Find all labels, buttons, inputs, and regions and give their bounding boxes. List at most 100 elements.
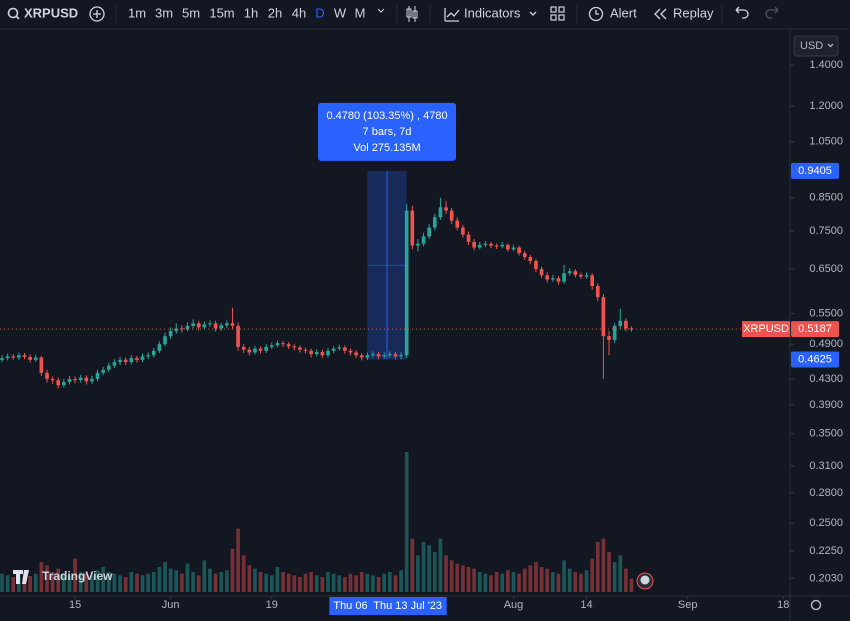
- search-icon[interactable]: [7, 7, 19, 19]
- volume-bar: [309, 572, 313, 592]
- candle-body: [590, 275, 594, 286]
- volume-bar: [11, 577, 16, 592]
- candle-body: [253, 348, 257, 353]
- volume-bar: [416, 555, 420, 592]
- candle-body: [562, 273, 566, 282]
- y-tick-label: 1.2000: [809, 100, 843, 112]
- volume-bar: [225, 570, 229, 592]
- volume-bar: [196, 575, 201, 592]
- y-tick-label: 0.3500: [809, 428, 843, 440]
- candle-body: [219, 325, 224, 329]
- symbol-label: XRPUSD: [743, 323, 789, 335]
- intervals: 1m 3m 5m 15m 1h 2h 4h D W M: [128, 5, 385, 20]
- volume-bar: [506, 570, 510, 592]
- y-tick-label: 0.7500: [809, 225, 843, 237]
- candle-body: [393, 354, 398, 357]
- volume-bar: [275, 567, 280, 592]
- volume-bar: [432, 552, 437, 592]
- candle-body: [123, 359, 128, 363]
- volume-bar: [90, 575, 94, 592]
- candle-body: [376, 354, 381, 357]
- candle-body: [213, 323, 218, 329]
- redo-button[interactable]: [765, 6, 779, 19]
- candle-body: [612, 325, 617, 340]
- volume-bar: [50, 572, 55, 592]
- volume-bar: [595, 542, 600, 592]
- replay-button[interactable]: Replay: [673, 5, 714, 20]
- candle-body: [472, 241, 476, 248]
- layout-icon[interactable]: [550, 6, 565, 21]
- interval-button[interactable]: 15m: [209, 5, 234, 20]
- candle-body: [354, 352, 358, 356]
- interval-button[interactable]: 2h: [268, 5, 282, 20]
- candle-body: [180, 328, 184, 330]
- volume-bar: [253, 568, 257, 592]
- candle-body: [567, 271, 572, 274]
- y-tick-label: 0.2250: [809, 545, 843, 557]
- volume-bar: [567, 568, 572, 592]
- volume-bar: [511, 572, 516, 592]
- interval-button[interactable]: W: [334, 5, 347, 20]
- volume-bar: [303, 573, 308, 592]
- volume-bar: [427, 545, 431, 592]
- currency-button[interactable]: [793, 35, 839, 57]
- interval-button[interactable]: 3m: [155, 5, 173, 20]
- measure-bars: 7 bars, 7d: [363, 126, 412, 138]
- volume-bar: [365, 573, 370, 592]
- interval-button[interactable]: D: [315, 5, 324, 20]
- volume-bar: [180, 573, 184, 592]
- volume-bar: [78, 572, 83, 592]
- volume-bar: [168, 568, 173, 592]
- volume-bar: [461, 565, 465, 592]
- candle-body: [39, 357, 44, 373]
- candle-body: [275, 343, 280, 346]
- candle-body: [298, 347, 302, 350]
- candle-body: [50, 378, 55, 381]
- plus-icon: [93, 10, 101, 18]
- candle-body: [174, 328, 179, 331]
- compare-button[interactable]: [89, 6, 105, 22]
- interval-button[interactable]: 4h: [292, 5, 306, 20]
- volume-bar: [112, 573, 117, 592]
- volume-bar: [326, 572, 330, 592]
- interval-button[interactable]: 1h: [244, 5, 258, 20]
- volume-bar: [612, 562, 617, 592]
- chevron[interactable]: [529, 11, 537, 16]
- candle-body: [101, 369, 106, 373]
- volume-bar: [489, 575, 493, 592]
- y-tick-label: 0.4900: [809, 338, 843, 350]
- undo-button[interactable]: [735, 6, 749, 19]
- x-tick-label: 18: [777, 599, 789, 611]
- x-tick-label: 14: [580, 599, 592, 611]
- candle-body: [421, 236, 426, 244]
- candle-body: [483, 243, 488, 245]
- candle-body: [438, 207, 443, 218]
- volume-bar: [213, 573, 218, 592]
- candle-body: [455, 220, 460, 228]
- volume-bar: [62, 573, 66, 592]
- interval-button[interactable]: M: [355, 5, 366, 20]
- candle-body: [84, 377, 89, 382]
- volume-bar: [39, 562, 44, 592]
- candle-body: [629, 328, 634, 330]
- y-tick-label: 0.3900: [809, 399, 843, 411]
- interval-button[interactable]: 1m: [128, 5, 146, 20]
- candle-body: [0, 358, 4, 360]
- interval-button[interactable]: 5m: [182, 5, 200, 20]
- candle-body: [78, 377, 83, 381]
- candle-body: [146, 355, 150, 357]
- last-price-label-bg: [791, 321, 839, 338]
- interval-chevron[interactable]: [377, 8, 385, 13]
- volume-bar: [629, 578, 634, 592]
- indicators-button[interactable]: Indicators: [464, 5, 521, 20]
- volume-bar: [314, 575, 319, 592]
- volume-bar: [337, 575, 342, 592]
- alert-button[interactable]: Alert: [610, 5, 637, 20]
- volume-bar: [562, 560, 566, 592]
- settings-button[interactable]: [810, 599, 822, 611]
- volume-bar: [163, 562, 167, 592]
- symbol[interactable]: XRPUSD: [24, 5, 78, 20]
- candle-body: [73, 378, 77, 381]
- candle-body: [506, 244, 510, 250]
